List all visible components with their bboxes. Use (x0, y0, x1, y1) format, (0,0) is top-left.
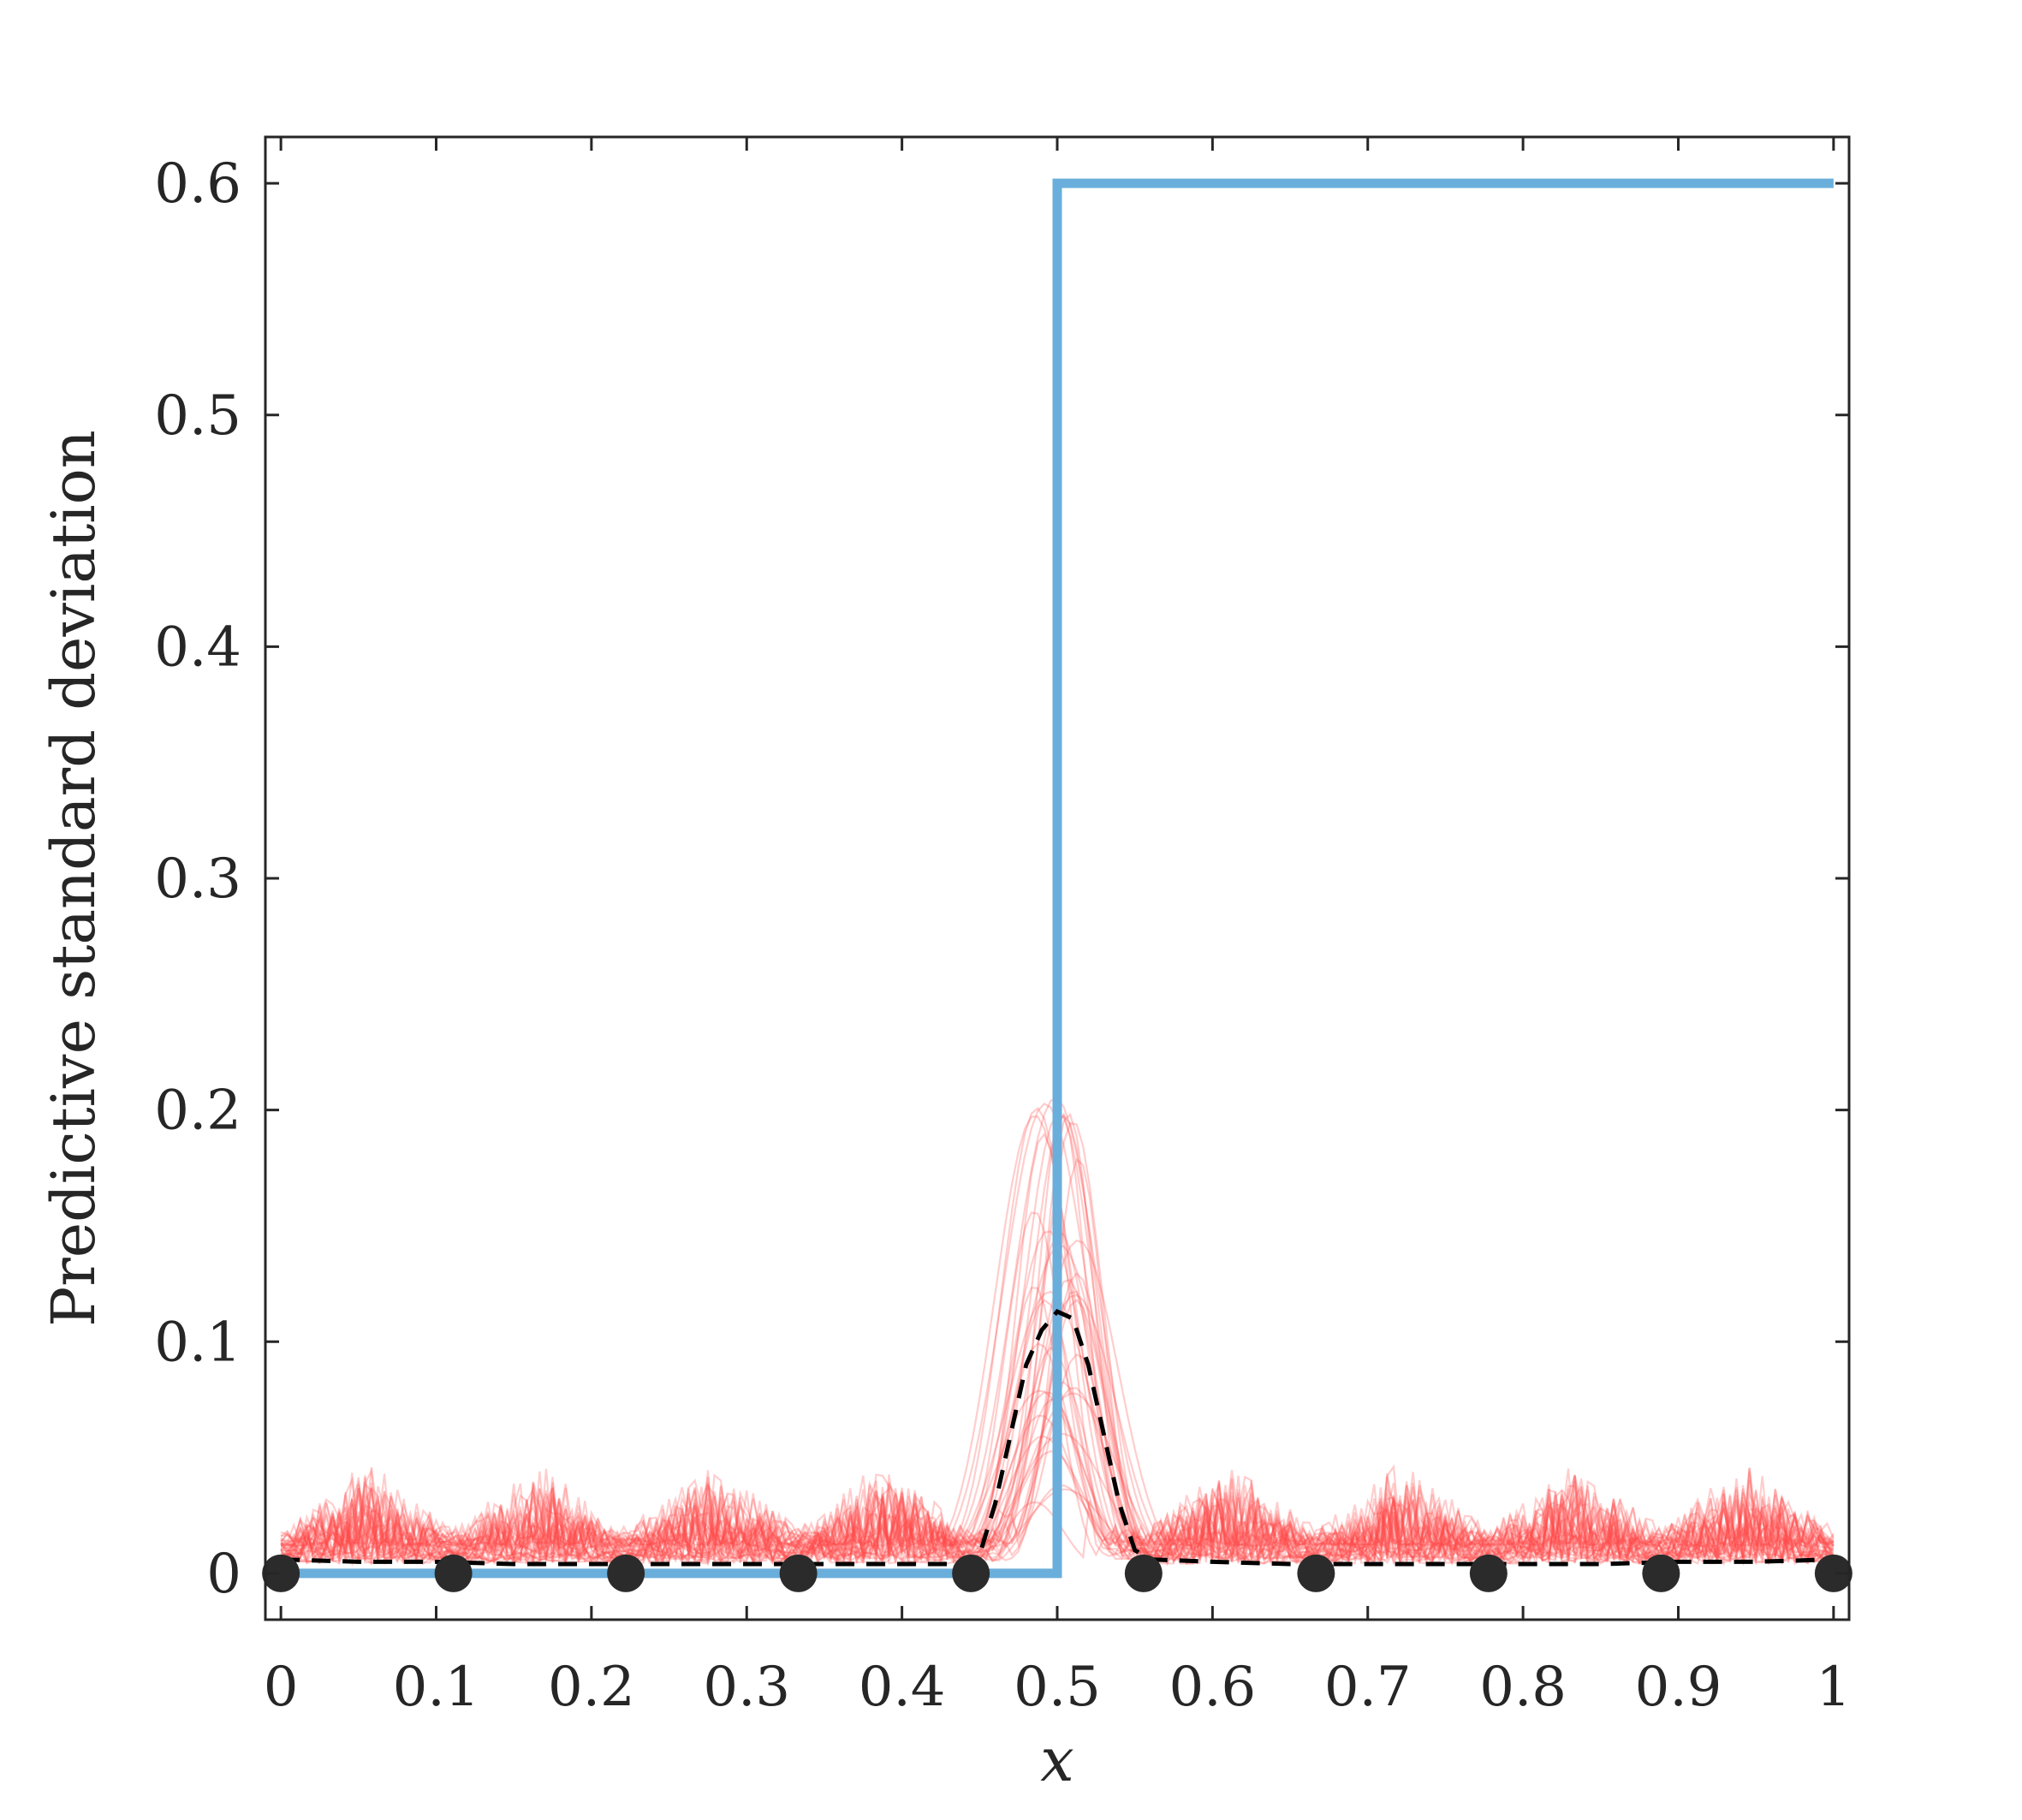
mean-line (281, 1309, 1834, 1567)
training-point-3 (779, 1554, 818, 1592)
axis-ticks (265, 137, 1849, 1620)
step-function (281, 178, 1834, 1579)
y-tick-label-0: 0 (206, 1543, 241, 1606)
training-point-0 (262, 1554, 300, 1592)
mean-std-line (281, 1309, 1834, 1567)
training-point-8 (1642, 1554, 1680, 1592)
y-tick-label-5: 0.5 (154, 384, 241, 448)
x-tick-label-1: 0.1 (393, 1656, 480, 1719)
training-point-2 (607, 1554, 645, 1592)
y-tick-label-4: 0.4 (154, 616, 241, 679)
y-tick-label-6: 0.6 (154, 152, 241, 216)
x-tick-label-7: 0.7 (1324, 1656, 1412, 1719)
y-tick-labels: 0 0.1 0.2 0.3 0.4 0.5 0.6 (154, 152, 241, 1606)
y-axis-label: Predictive standard deviation (39, 430, 109, 1327)
x-tick-label-10: 1 (1817, 1656, 1852, 1719)
x-tick-label-4: 0.4 (859, 1656, 946, 1719)
x-tick-label-0: 0 (264, 1656, 299, 1719)
training-point-6 (1297, 1554, 1335, 1592)
x-tick-label-8: 0.8 (1479, 1656, 1567, 1719)
x-tick-labels: 0 0.1 0.2 0.3 0.4 0.5 0.6 0.7 0.8 0.9 1 (264, 1656, 1851, 1719)
x-tick-label-5: 0.5 (1014, 1656, 1101, 1719)
training-point-7 (1469, 1554, 1508, 1592)
y-tick-label-1: 0.1 (154, 1311, 241, 1374)
x-tick-label-2: 0.2 (548, 1656, 635, 1719)
step-function-line (281, 178, 1834, 1579)
x-tick-label-9: 0.9 (1635, 1656, 1722, 1719)
training-point-4 (952, 1554, 990, 1592)
x-tick-label-6: 0.6 (1169, 1656, 1256, 1719)
training-point-9 (1814, 1554, 1853, 1592)
training-point-1 (434, 1554, 473, 1592)
y-tick-label-3: 0.3 (154, 848, 241, 911)
x-axis-label: x (1040, 1725, 1073, 1795)
training-points (262, 1554, 1853, 1592)
y-tick-label-2: 0.2 (154, 1080, 241, 1143)
x-tick-label-3: 0.3 (703, 1656, 790, 1719)
training-point-5 (1124, 1554, 1163, 1592)
